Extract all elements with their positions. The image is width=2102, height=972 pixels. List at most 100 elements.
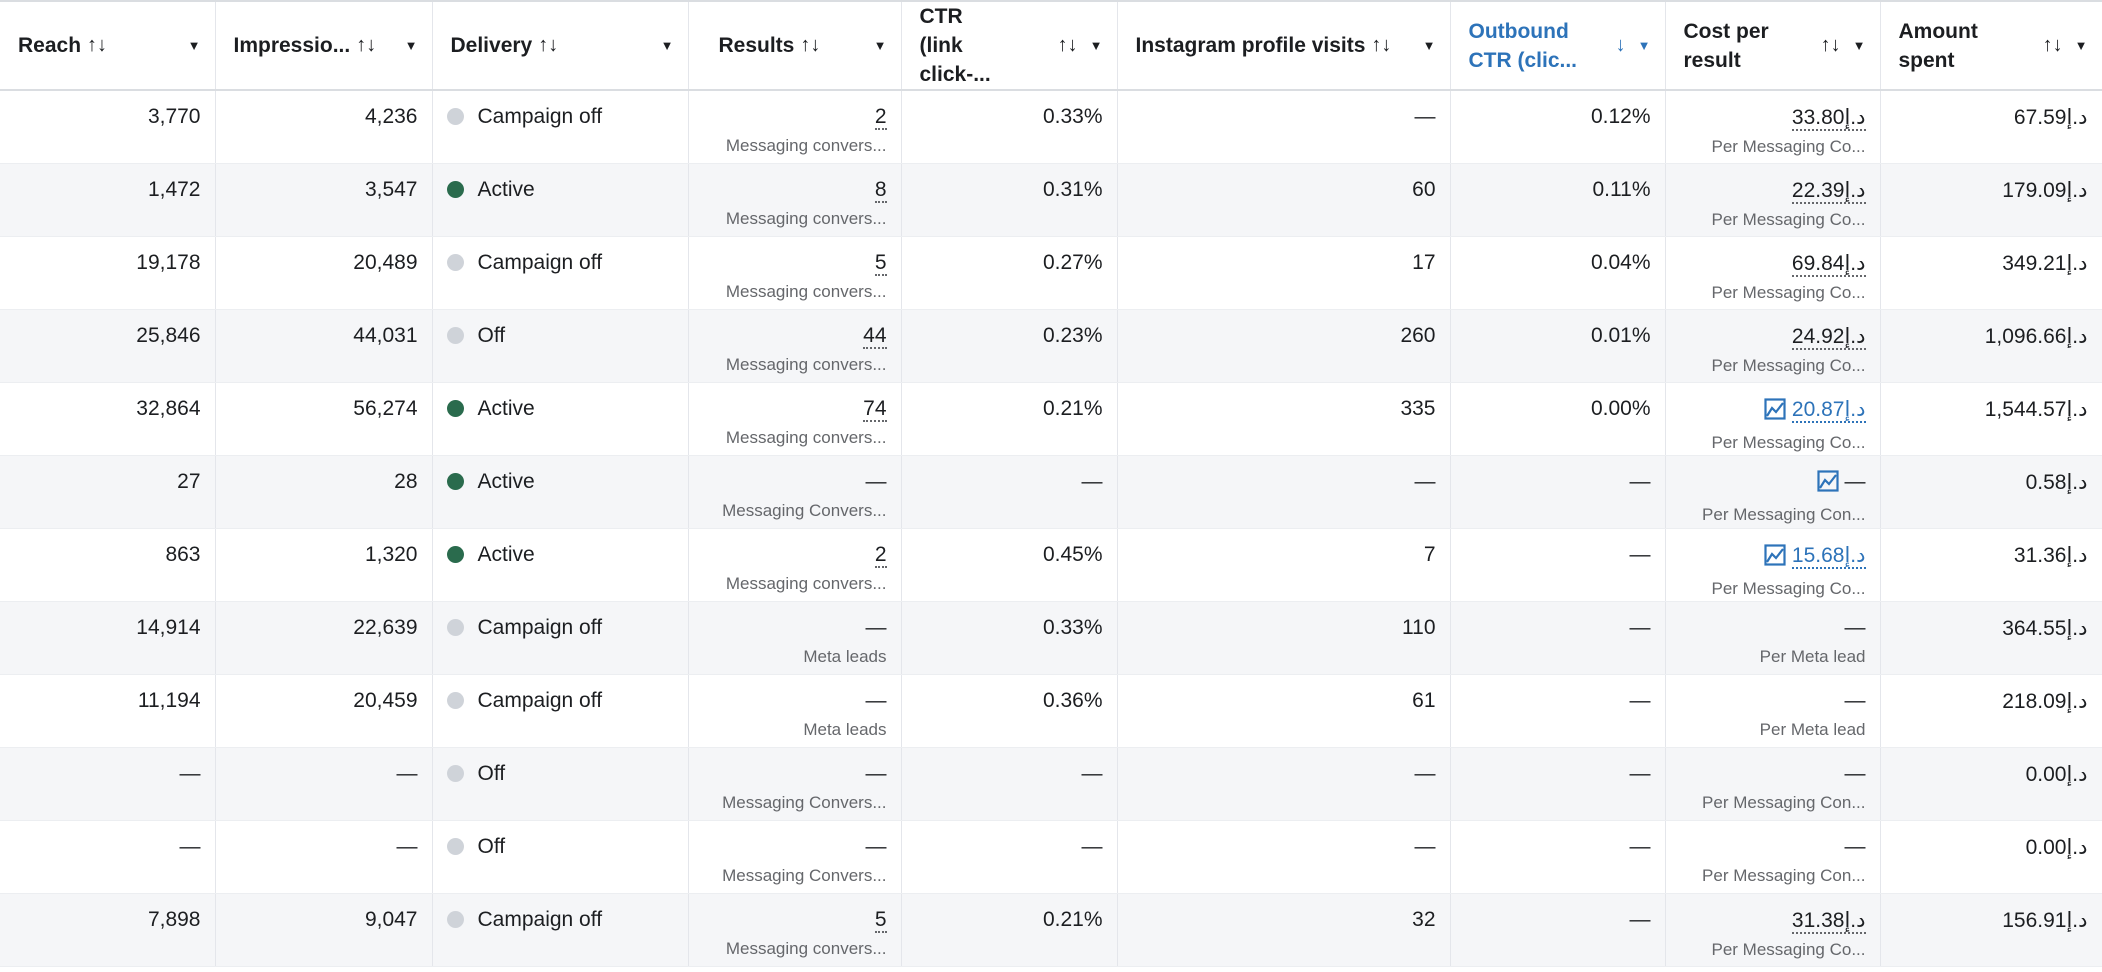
column-menu-caret-icon[interactable]: ▼ [873, 38, 887, 53]
table-row[interactable]: — — Off — Messaging Convers... — — — — Per Messag… [0, 820, 2102, 894]
amount-spent-cell: 31.36د.إ [1880, 528, 2102, 602]
cost-type: Per Messaging Co... [1711, 578, 1866, 598]
table-row[interactable]: 32,864 56,274 Active 74 Messaging convers...… [0, 382, 2102, 456]
results-value[interactable]: 2 [703, 542, 887, 568]
status-dot-icon [446, 618, 464, 636]
table-row[interactable]: 27 28 Active — Messaging Convers... — — — — Per M… [0, 455, 2102, 529]
table-row[interactable]: 1,472 3,547 Active 8 Messaging convers... 0.3… [0, 163, 2102, 237]
column-menu-caret-icon[interactable]: ▼ [1637, 38, 1651, 53]
outbound-ctr-cell: — [1450, 820, 1666, 894]
column-header-outbound-ctr[interactable]: Outbound CTR (clic... ↓ ▼ [1450, 0, 1666, 91]
column-header-ctr[interactable]: CTR (link click-... ↑↓ ▼ [901, 0, 1118, 91]
results-number[interactable]: 5 [874, 250, 887, 276]
results-value[interactable]: 5 [703, 907, 887, 933]
currency-amount: 69.84د.إ [1791, 251, 1866, 277]
amount-value: 31.36 [2013, 543, 2067, 567]
cost-type: Per Messaging Co... [1711, 209, 1866, 229]
table-row[interactable]: 7,898 9,047 Campaign off 5 Messaging convers… [0, 893, 2102, 967]
status-dot-icon [446, 399, 464, 417]
trend-chart-icon[interactable] [1816, 469, 1839, 498]
sort-icon[interactable]: ↑↓ [356, 34, 377, 56]
delivery-status: Campaign off [477, 105, 603, 128]
sort-icon[interactable]: ↑↓ [1057, 34, 1078, 56]
results-value[interactable]: 44 [703, 323, 887, 349]
sort-icon[interactable]: ↑↓ [538, 34, 559, 56]
cost-value[interactable]: 22.39د.إ [1680, 178, 1866, 204]
delivery-status: Active [477, 542, 535, 566]
impressions-cell: 22,639 [215, 601, 433, 675]
sort-icon[interactable]: ↓ [1615, 34, 1626, 56]
results-number[interactable]: 5 [874, 907, 887, 933]
cost-value[interactable]: 31.38د.إ [1680, 908, 1866, 934]
delivery-cell: Active [432, 455, 689, 529]
results-cell: — Meta leads [688, 674, 902, 748]
table-row[interactable]: 3,770 4,236 Campaign off 2 Messaging convers… [0, 90, 2102, 164]
column-menu-caret-icon[interactable]: ▼ [404, 38, 418, 53]
outbound-ctr-cell: 0.04% [1450, 236, 1666, 310]
results-number[interactable]: 74 [863, 396, 887, 422]
table-row[interactable]: 11,194 20,459 Campaign off — Meta leads 0.36%… [0, 674, 2102, 748]
column-header-label: Reach [18, 34, 82, 57]
currency-symbol: د.إ [2066, 251, 2088, 275]
impressions-cell: 28 [215, 455, 433, 529]
cost-per-result-cell: 20.87د.إ Per Messaging Co... [1665, 382, 1881, 456]
column-menu-caret-icon[interactable]: ▼ [1422, 38, 1436, 53]
trend-chart-icon[interactable] [1764, 397, 1786, 426]
sort-icon[interactable]: ↑↓ [2042, 34, 2063, 56]
sort-icon[interactable]: ↑↓ [800, 34, 821, 56]
cost-value[interactable]: 69.84د.إ [1680, 251, 1866, 277]
column-header-amount-spent[interactable]: Amount spent ↑↓ ▼ [1880, 0, 2102, 91]
column-menu-caret-icon[interactable]: ▼ [187, 38, 201, 53]
results-cell: 2 Messaging convers... [688, 528, 902, 602]
currency-amount: 33.80د.إ [1791, 106, 1866, 131]
column-menu-caret-icon[interactable]: ▼ [2074, 38, 2088, 53]
column-header-results[interactable]: Results ↑↓ ▼ [688, 0, 902, 91]
trend-chart-icon[interactable] [1764, 543, 1786, 572]
results-number[interactable]: 2 [874, 105, 887, 130]
results-value[interactable]: 5 [703, 250, 887, 276]
currency-amount: 15.68د.إ [1791, 543, 1866, 569]
column-header-cost-per-result[interactable]: Cost per result ↑↓ ▼ [1665, 0, 1881, 91]
table-row[interactable]: 14,914 22,639 Campaign off — Meta leads 0.33%… [0, 601, 2102, 675]
cost-value[interactable]: 20.87د.إ [1680, 397, 1866, 426]
column-header-reach[interactable]: Reach ↑↓ ▼ [0, 0, 216, 91]
column-menu-caret-icon[interactable]: ▼ [660, 38, 674, 53]
instagram-profile-visits-cell: — [1117, 747, 1451, 821]
column-menu-caret-icon[interactable]: ▼ [1852, 38, 1866, 53]
results-value[interactable]: 8 [703, 177, 887, 203]
column-header-content: CTR (link click-... ↑↓ ▼ [920, 2, 1103, 89]
results-value[interactable]: 2 [703, 105, 887, 130]
ctr-cell: 0.21% [901, 382, 1118, 456]
instagram-profile-visits-cell: — [1117, 820, 1451, 894]
table-row[interactable]: — — Off — Messaging Convers... — — — — Per Messag… [0, 747, 2102, 821]
reach-cell: 863 [0, 528, 216, 602]
instagram-profile-visits-cell: — [1117, 455, 1451, 529]
results-type: Meta leads [803, 719, 887, 739]
table-row[interactable]: 19,178 20,489 Campaign off 5 Messaging conve… [0, 236, 2102, 310]
results-type: Messaging Convers... [722, 792, 887, 812]
currency-amount: 22.39د.إ [1791, 178, 1866, 204]
cost-value[interactable]: 15.68د.إ [1680, 543, 1866, 572]
amount-spent-cell: 364.55د.إ [1880, 601, 2102, 675]
amount-value: 364.55 [2002, 616, 2067, 640]
column-header-controls: ▼ [874, 38, 887, 53]
table-row[interactable]: 863 1,320 Active 2 Messaging convers... 0.45%… [0, 528, 2102, 602]
results-number[interactable]: 8 [874, 177, 887, 203]
column-menu-caret-icon[interactable]: ▼ [1089, 38, 1103, 53]
column-header-delivery[interactable]: Delivery ↑↓ ▼ [432, 0, 689, 91]
sort-icon[interactable]: ↑↓ [1371, 34, 1392, 56]
cost-value: — [1680, 762, 1866, 786]
cost-value[interactable]: 33.80د.إ [1680, 105, 1866, 131]
sort-icon[interactable]: ↑↓ [1820, 34, 1841, 56]
delivery-status: Campaign off [477, 907, 603, 931]
table-row[interactable]: 25,846 44,031 Off 44 Messaging convers... 0.2… [0, 309, 2102, 383]
status-dot-icon [446, 472, 464, 490]
column-header-instagram-profile-visits[interactable]: Instagram profile visits ↑↓ ▼ [1117, 0, 1451, 91]
sort-icon[interactable]: ↑↓ [87, 34, 108, 56]
results-value[interactable]: 74 [703, 396, 887, 422]
results-value: — [703, 689, 887, 713]
results-number[interactable]: 44 [863, 323, 887, 349]
column-header-impressions[interactable]: Impressio... ↑↓ ▼ [215, 0, 433, 91]
results-number[interactable]: 2 [874, 542, 887, 568]
cost-value[interactable]: 24.92د.إ [1680, 324, 1866, 350]
